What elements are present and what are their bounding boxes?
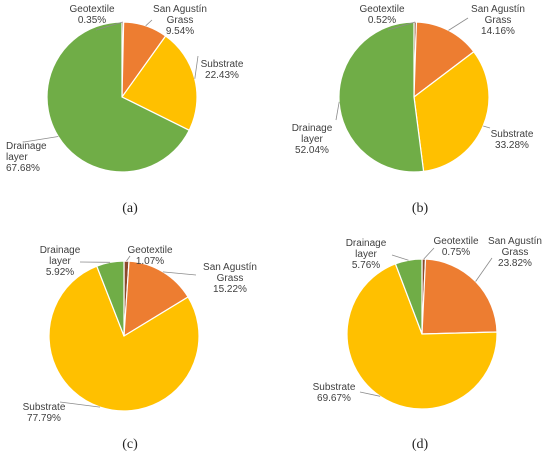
slice-value-label: 0.35% — [78, 15, 106, 26]
slice-value-label: 67.68% — [6, 163, 40, 174]
slice-name-label: Geotextile — [127, 245, 172, 256]
slice-name-label: Grass — [485, 15, 512, 26]
pie-slice-san-agustin-grass — [422, 259, 497, 334]
slice-name-label: Grass — [502, 247, 529, 258]
slice-name-label: layer — [301, 134, 323, 145]
slice-value-label: 69.67% — [317, 393, 351, 404]
leader-line-substrate — [483, 126, 490, 128]
slice-name-label: San Agustín — [488, 236, 542, 247]
slice-name-label: San Agustín — [153, 4, 207, 15]
leader-line-san-agustin-grass — [449, 18, 469, 30]
slice-value-label: 5.76% — [352, 260, 380, 271]
slice-name-label: layer — [355, 249, 377, 260]
slice-name-label: Drainage — [6, 141, 47, 152]
panel-caption: (c) — [122, 437, 138, 452]
leader-line-san-agustin-grass — [476, 258, 492, 282]
leader-line-geotextile — [127, 256, 131, 261]
slice-name-label: Geotextile — [69, 4, 114, 15]
slice-name-label: Substrate — [23, 402, 66, 413]
slice-name-label: Substrate — [313, 382, 356, 393]
leader-line-drainage-layer — [392, 255, 409, 260]
slice-name-label: layer — [6, 152, 28, 163]
slice-name-label: Substrate — [491, 129, 534, 140]
slice-value-label: 22.43% — [205, 70, 239, 81]
slice-name-label: Drainage — [292, 123, 333, 134]
panel-caption: (d) — [412, 437, 429, 452]
slice-name-label: layer — [49, 256, 71, 267]
slice-value-label: 0.75% — [442, 247, 470, 258]
slice-name-label: Drainage — [346, 238, 387, 249]
slice-name-label: San Agustín — [471, 4, 525, 15]
slice-value-label: 52.04% — [295, 145, 329, 156]
slice-value-label: 5.92% — [46, 267, 74, 278]
slice-name-label: Substrate — [201, 59, 244, 70]
leader-line-geotextile — [424, 248, 434, 259]
slice-name-label: Geotextile — [433, 236, 478, 247]
panel-caption: (b) — [412, 201, 429, 216]
leader-line-san-agustin-grass — [146, 20, 152, 26]
slice-value-label: 33.28% — [495, 140, 529, 151]
slice-name-label: Geotextile — [359, 4, 404, 15]
slice-value-label: 0.52% — [368, 15, 396, 26]
leader-line-drainage-layer — [336, 102, 339, 120]
slice-value-label: 77.79% — [27, 413, 61, 424]
leader-line-substrate — [195, 56, 198, 79]
slice-name-label: Grass — [167, 15, 194, 26]
slice-value-label: 23.82% — [498, 258, 532, 269]
pie-slice-drainage-layer — [339, 22, 424, 172]
slice-name-label: Grass — [217, 273, 244, 284]
slice-name-label: Drainage — [40, 245, 81, 256]
panel-caption: (a) — [122, 201, 138, 216]
slice-value-label: 9.54% — [166, 26, 194, 37]
slice-value-label: 15.22% — [213, 284, 247, 295]
slice-value-label: 14.16% — [481, 26, 515, 37]
slice-value-label: 1.07% — [136, 256, 164, 267]
slice-name-label: San Agustín — [203, 262, 257, 273]
